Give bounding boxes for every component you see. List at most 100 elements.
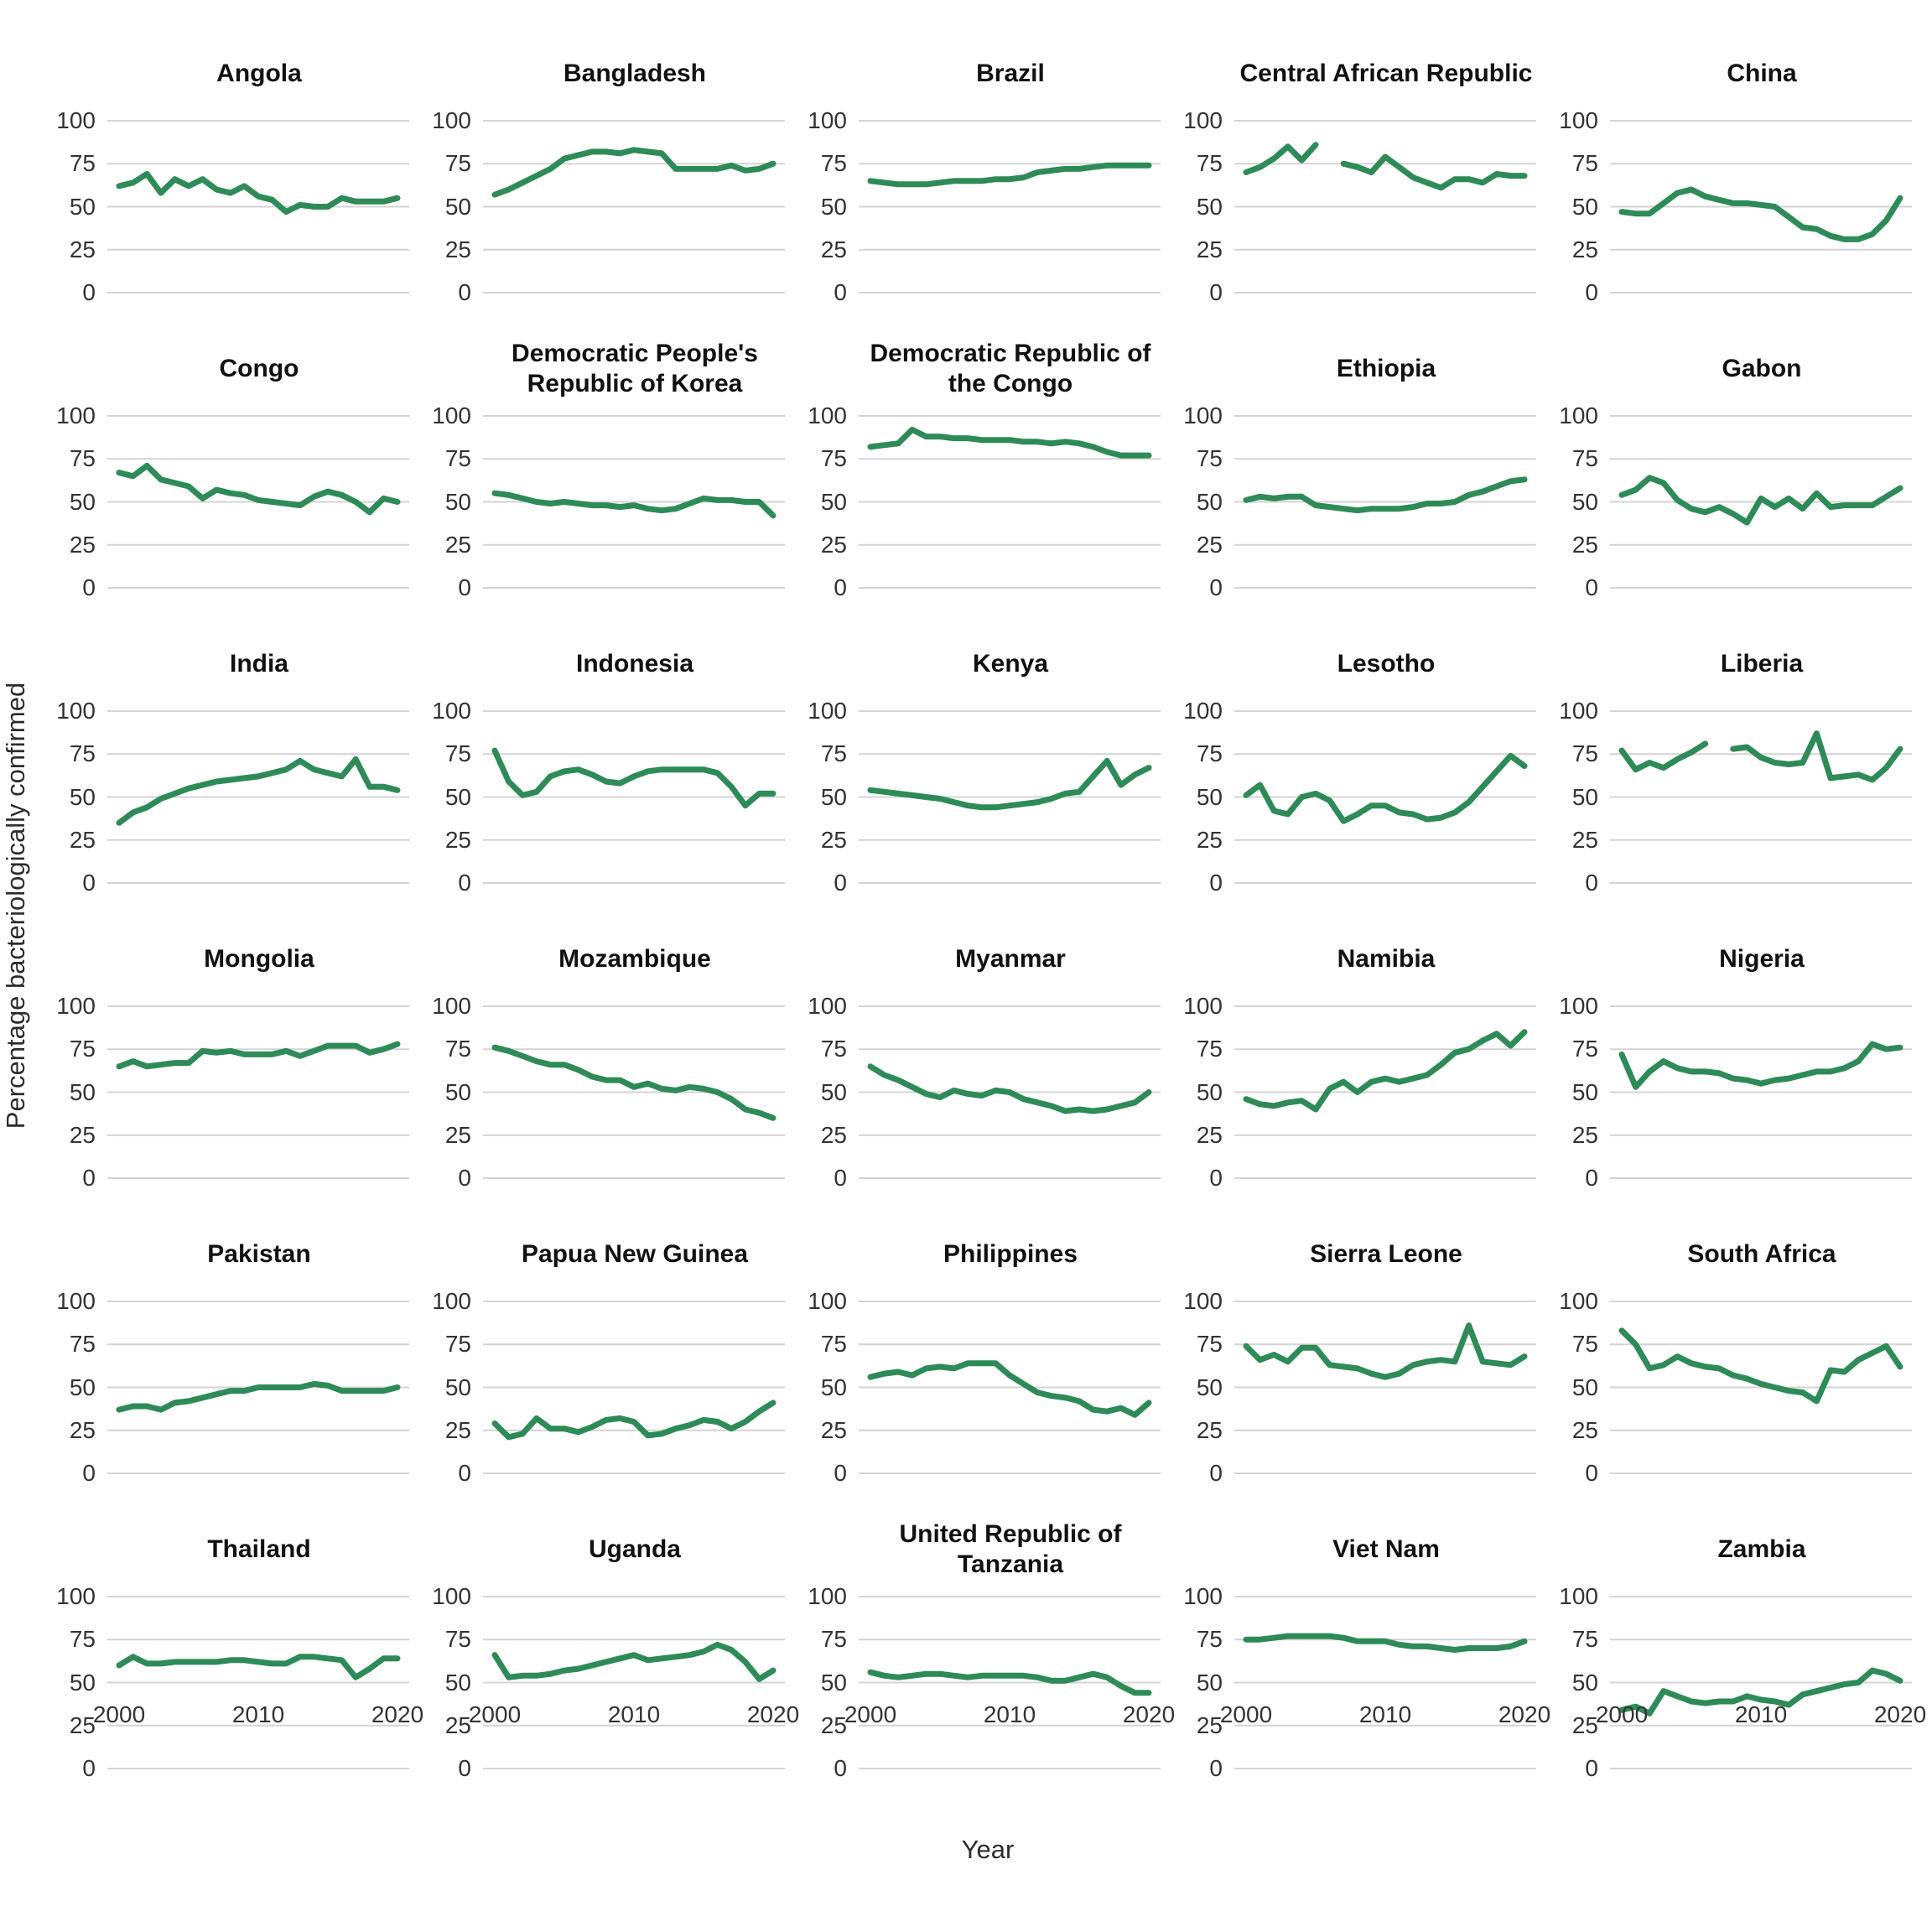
- y-tick-label: 25: [444, 236, 471, 262]
- line-chart-svg: [107, 120, 409, 293]
- facet-panel-liberia: Liberia 0 25 50 75 100: [1551, 624, 1927, 919]
- line-chart-svg: [483, 415, 785, 589]
- y-tick-label: 25: [820, 1711, 847, 1738]
- facet-panel-india: India 0 25 50 75 100: [49, 624, 424, 919]
- y-tick-label: 0: [1209, 1460, 1223, 1486]
- y-tick-label: 25: [444, 826, 471, 853]
- y-tick-label: 0: [458, 279, 471, 305]
- line-chart-svg: [107, 415, 409, 589]
- y-tick-label: 25: [820, 1121, 847, 1148]
- facet-plot-area: 0 25 50 75 100: [424, 994, 800, 1191]
- data-line: [867, 1360, 1152, 1418]
- y-tick-label: 50: [1196, 1078, 1223, 1105]
- y-tick-label: 100: [56, 698, 96, 724]
- facet-title: Uganda: [588, 1535, 681, 1563]
- y-tick-label: 0: [834, 574, 847, 600]
- y-tick-label: 0: [834, 870, 847, 896]
- y-tick-label: 25: [69, 826, 96, 853]
- y-tick-label: 25: [820, 531, 847, 558]
- facet-plot-area: 0 25 50 75 100: [1176, 108, 1551, 305]
- facet-panel-namibia: Namibia 0 25 50 75 100: [1176, 919, 1551, 1214]
- facet-panel-angola: Angola 0 25 50 75 100: [49, 34, 424, 329]
- facet-title: Philippines: [943, 1240, 1078, 1268]
- y-tick-label: 100: [1559, 993, 1598, 1019]
- y-tick-label: 100: [808, 993, 847, 1019]
- facet-plot-area: 0 25 50 75 100: [49, 1289, 424, 1486]
- y-tick-label: 100: [1559, 402, 1598, 428]
- y-tick-label: 100: [808, 698, 847, 724]
- y-tick-label: 100: [1183, 107, 1223, 133]
- line-chart-svg: [1610, 710, 1912, 884]
- x-tick-label: 2020: [746, 1701, 800, 1727]
- facet-panel-south-africa: South Africa 0 25 50 75 100: [1551, 1214, 1927, 1509]
- y-tick-label: 100: [56, 1583, 96, 1609]
- y-tick-label: 0: [1209, 1165, 1223, 1191]
- y-tick-label: 50: [1571, 1669, 1598, 1696]
- y-tick-label: 100: [1183, 1583, 1223, 1609]
- facet-panel-bangladesh: Bangladesh 0 25 50 75 100: [424, 34, 800, 329]
- y-tick-label: 0: [82, 279, 96, 305]
- x-axis-labels: 2000 2010 2020: [93, 1701, 423, 1729]
- y-tick-label: 25: [1196, 236, 1223, 262]
- facet-plot-area: 0 25 50 75 100: [1176, 403, 1551, 600]
- y-tick-label: 100: [808, 1583, 847, 1609]
- data-line: [1618, 186, 1903, 242]
- y-tick-label: 100: [808, 107, 847, 133]
- y-tick-label: 0: [1209, 870, 1223, 896]
- data-line: [1243, 1322, 1528, 1380]
- facet-panel-congo: Congo 0 25 50 75 100: [49, 329, 424, 624]
- y-tick-label: 75: [1196, 740, 1223, 767]
- y-tick-label: 50: [444, 1374, 471, 1400]
- line-chart-svg: [859, 1301, 1161, 1474]
- facet-title: Congo: [219, 355, 299, 382]
- facet-title: Viet Nam: [1332, 1535, 1440, 1563]
- line-chart-svg: [483, 1005, 785, 1179]
- y-tick-label: 75: [69, 1626, 96, 1653]
- line-chart-svg: [1610, 415, 1912, 589]
- y-tick-label: 50: [820, 488, 847, 515]
- facet-panel-brazil: Brazil 0 25 50 75 100: [800, 34, 1176, 329]
- y-tick-label: 0: [1209, 1755, 1223, 1781]
- y-axis-title: Percentage bacteriologically confirmed: [0, 34, 35, 1778]
- y-tick-label: 50: [69, 1078, 96, 1105]
- y-tick-label: 50: [1571, 1374, 1598, 1400]
- line-chart-svg: [859, 1005, 1161, 1179]
- y-tick-label: 25: [1571, 1711, 1598, 1738]
- x-tick-label: 2000: [1219, 1701, 1273, 1727]
- y-tick-label: 75: [1196, 1331, 1223, 1358]
- facet-plot-area: 0 25 50 75 100: [800, 699, 1176, 896]
- y-tick-label: 25: [69, 1416, 96, 1443]
- data-line: [1243, 1029, 1528, 1113]
- y-tick-label: 25: [1196, 1416, 1223, 1443]
- y-tick-label: 75: [1196, 150, 1223, 177]
- facet-plot-area: 0 25 50 75 100: [49, 994, 424, 1191]
- data-line: [491, 1044, 776, 1121]
- y-tick-label: 100: [1559, 1288, 1598, 1314]
- x-tick-label: 2010: [231, 1701, 285, 1727]
- data-line: [491, 1641, 776, 1682]
- line-chart-svg: [1234, 120, 1536, 293]
- facet-title: Lesotho: [1337, 650, 1436, 678]
- facet-panel-china: China 0 25 50 75 100: [1551, 34, 1927, 329]
- line-chart-svg: [859, 120, 1161, 293]
- x-tick-label: 2000: [1595, 1701, 1649, 1727]
- facet-title: Nigeria: [1719, 945, 1805, 973]
- line-chart-svg: [1234, 1005, 1536, 1179]
- facet-title: Mozambique: [558, 945, 711, 973]
- y-tick-label: 100: [432, 698, 471, 724]
- facet-title: Central African Republic: [1239, 60, 1533, 87]
- y-tick-label: 75: [444, 1626, 471, 1653]
- y-tick-label: 75: [1571, 740, 1598, 767]
- facet-plot-area: 0 25 50 75 100: [1551, 994, 1927, 1191]
- data-line: [491, 490, 776, 519]
- y-tick-label: 0: [82, 1460, 96, 1486]
- x-tick-label: 2000: [468, 1701, 522, 1727]
- facet-title: Democratic People's Republic of Korea: [512, 340, 758, 397]
- facet-panel-kenya: Kenya 0 25 50 75 100: [800, 624, 1176, 919]
- x-axis-labels: 2000 2010 2020: [1596, 1701, 1926, 1729]
- facet-title: Brazil: [976, 60, 1045, 87]
- facet-title: Zambia: [1717, 1535, 1806, 1563]
- y-tick-label: 25: [1571, 1121, 1598, 1148]
- x-tick-label: 2000: [844, 1701, 897, 1727]
- data-line: [867, 162, 1152, 188]
